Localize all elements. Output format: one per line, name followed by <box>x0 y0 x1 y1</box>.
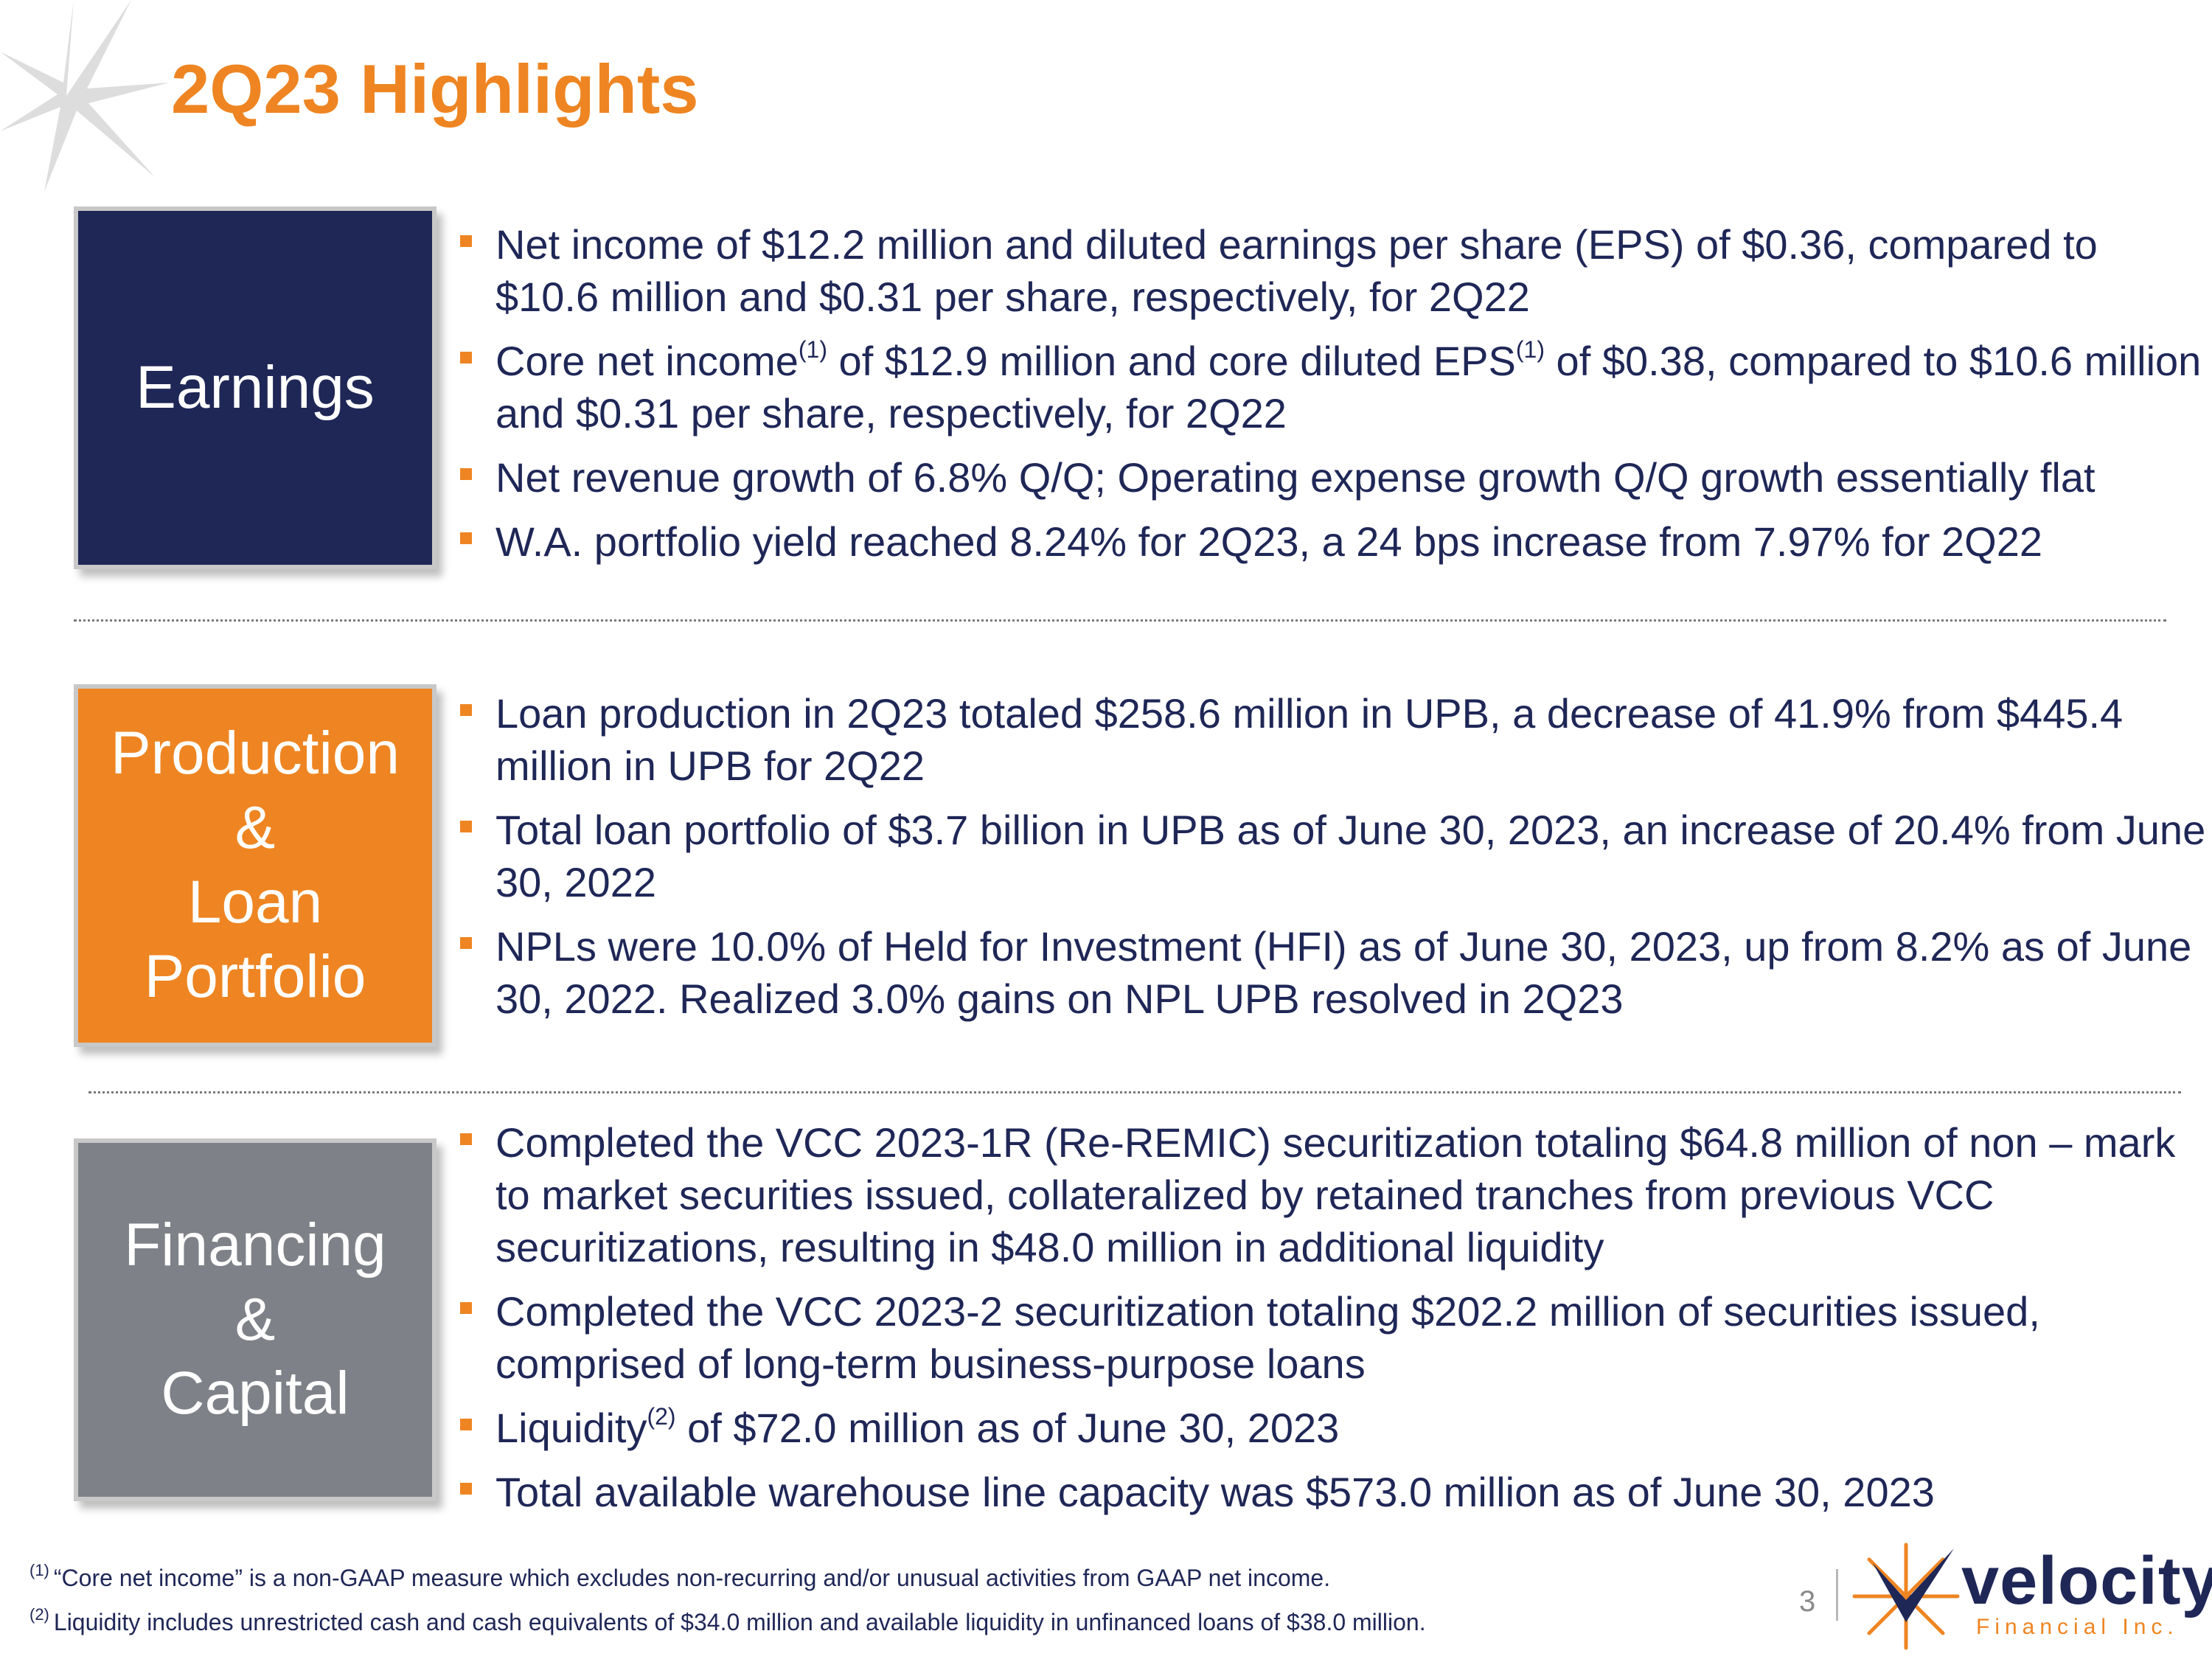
footnote-1: (1) “Core net income” is a non-GAAP measu… <box>29 1556 1426 1600</box>
footnote-marker: (2) <box>647 1403 676 1430</box>
bullet-item: Net income of $12.2 million and diluted … <box>451 218 2206 323</box>
bullet-text: NPLs were 10.0% of Held for Investment (… <box>495 923 2192 1022</box>
bullet-text: W.A. portfolio yield reached 8.24% for 2… <box>495 518 2043 565</box>
section-label-production-loan-portfolio: Production & Loan Portfolio <box>74 684 437 1047</box>
bullet-square-icon <box>460 704 472 716</box>
production-bullet-list: Loan production in 2Q23 totaled $258.6 m… <box>451 687 2206 1037</box>
bullet-text: Completed the VCC 2023-1R (Re-REMIC) sec… <box>495 1119 2176 1270</box>
bullet-square-icon <box>460 235 472 247</box>
bullet-item: Total loan portfolio of $3.7 billion in … <box>451 804 2206 908</box>
bullet-text: Core net income <box>495 338 799 384</box>
logo-subtitle: Financial Inc. <box>1976 1615 2179 1639</box>
footnote-text: Liquidity includes unrestricted cash and… <box>53 1609 1426 1635</box>
bullet-text: Total available warehouse line capacity … <box>495 1469 1935 1515</box>
footnote-marker: (1) <box>1515 336 1545 363</box>
bullet-item: Net revenue growth of 6.8% Q/Q; Operatin… <box>451 451 2206 504</box>
velocity-logo-icon <box>1852 1543 1960 1650</box>
bullet-item: Completed the VCC 2023-1R (Re-REMIC) sec… <box>451 1116 2206 1273</box>
section-label-financing-capital: Financing & Capital <box>74 1138 437 1501</box>
page-number: 3 <box>1799 1585 1816 1618</box>
bullet-text: Liquidity <box>495 1405 647 1451</box>
bullet-square-icon <box>460 1133 472 1145</box>
section-divider <box>88 1091 2181 1093</box>
bullet-text: of $0.38, compared to $10.6 million and … <box>495 338 2202 437</box>
section-label-text: Production & Loan Portfolio <box>110 720 400 1010</box>
section-label-text: Financing & Capital <box>124 1211 386 1427</box>
bullet-item: Liquidity(2) of $72.0 million as of June… <box>451 1402 2206 1454</box>
financing-bullet-list: Completed the VCC 2023-1R (Re-REMIC) sec… <box>451 1116 2206 1530</box>
bullet-text: Net revenue growth of 6.8% Q/Q; Operatin… <box>495 454 2096 501</box>
earnings-bullet-list: Net income of $12.2 million and diluted … <box>451 218 2206 580</box>
footnote-marker: (2) <box>29 1605 49 1624</box>
bullet-square-icon <box>460 937 472 949</box>
bullet-text: Total loan portfolio of $3.7 billion in … <box>495 807 2206 905</box>
bullet-text: Completed the VCC 2023-2 securitization … <box>495 1288 2040 1387</box>
bullet-item: Loan production in 2Q23 totaled $258.6 m… <box>451 687 2206 792</box>
section-label-earnings: Earnings <box>74 206 437 569</box>
bullet-text: Loan production in 2Q23 totaled $258.6 m… <box>495 690 2124 789</box>
bullet-text: of $72.0 million as of June 30, 2023 <box>675 1405 1340 1451</box>
bullet-text: Net income of $12.2 million and diluted … <box>495 221 2098 320</box>
bullet-square-icon <box>460 468 472 480</box>
bullet-square-icon <box>460 352 472 364</box>
footnotes: (1) “Core net income” is a non-GAAP measu… <box>29 1556 1426 1644</box>
slide-title: 2Q23 Highlights <box>171 50 699 128</box>
bullet-square-icon <box>460 532 472 544</box>
bullet-square-icon <box>460 1483 472 1495</box>
bullet-square-icon <box>460 1419 472 1430</box>
bullet-item: NPLs were 10.0% of Held for Investment (… <box>451 920 2206 1025</box>
footnote-marker: (1) <box>798 336 827 363</box>
bullet-square-icon <box>460 821 472 832</box>
bullet-item: Total available warehouse line capacity … <box>451 1466 2206 1518</box>
footnote-text: “Core net income” is a non-GAAP measure … <box>53 1565 1331 1591</box>
bullet-item: Completed the VCC 2023-2 securitization … <box>451 1285 2206 1390</box>
corner-star-decoration <box>0 0 170 192</box>
footnote-marker: (1) <box>29 1561 49 1579</box>
footnote-2: (2) Liquidity includes unrestricted cash … <box>29 1600 1426 1644</box>
bullet-square-icon <box>460 1302 472 1314</box>
logo-wordmark: velocity <box>1961 1543 2212 1618</box>
page-number-separator <box>1836 1569 1838 1621</box>
bullet-item: Core net income(1) of $12.9 million and … <box>451 335 2206 439</box>
bullet-text: of $12.9 million and core diluted EPS <box>827 338 1516 384</box>
bullet-item: W.A. portfolio yield reached 8.24% for 2… <box>451 515 2206 568</box>
section-label-text: Earnings <box>136 353 375 421</box>
section-divider <box>74 619 2166 622</box>
